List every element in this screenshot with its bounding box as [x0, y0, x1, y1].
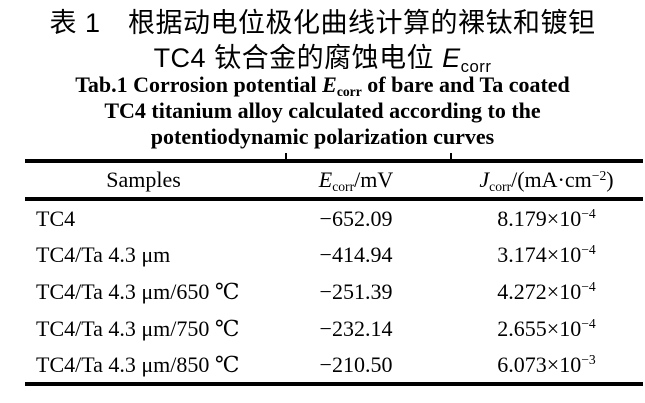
table-row: TC4/Ta 4.3 μm −414.94 3.174×10−4	[25, 236, 643, 273]
ecorr-variable-symbol: E	[322, 72, 337, 97]
jcorr-header-unit-close: )	[606, 167, 614, 192]
table-title-chinese: 表 1 根据动电位极化曲线计算的裸钛和镀钽 TC4 钛合金的腐蚀电位 Ecorr	[0, 6, 645, 76]
table-header-row: Samples Ecorr/mV Jcorr/(mA·cm−2)	[25, 161, 643, 199]
ecorr-header-subscript: corr	[332, 178, 355, 194]
corrosion-data-table: Samples Ecorr/mV Jcorr/(mA·cm−2) TC4 −65…	[25, 159, 643, 386]
ecorr-subscript: corr	[336, 83, 362, 99]
jcorr-value: 3.174×10−4	[450, 236, 643, 273]
ecorr-value: −251.39	[319, 278, 393, 304]
jcorr-value: 4.272×10−4	[450, 273, 643, 310]
column-boundary-tick	[450, 153, 452, 160]
ecorr-value: −652.09	[319, 205, 393, 231]
jcorr-header-symbol: J	[479, 167, 490, 192]
jcorr-mantissa: 8.179×10	[497, 205, 582, 231]
table-row: TC4/Ta 4.3 μm/650 ℃ −251.39 4.272×10−4	[25, 273, 643, 310]
jcorr-value: 2.655×10−4	[450, 310, 643, 347]
header-samples: Samples	[106, 167, 181, 192]
header-ecorr: Ecorr/mV	[262, 161, 450, 199]
jcorr-mantissa: 6.073×10	[497, 351, 582, 377]
sample-name: TC4/Ta 4.3 μm/850 ℃	[36, 351, 240, 377]
jcorr-exponent: −4	[581, 316, 596, 331]
table-title-chinese-line2: TC4 钛合金的腐蚀电位 Ecorr	[0, 41, 645, 76]
table-row: TC4/Ta 4.3 μm/750 ℃ −232.14 2.655×10−4	[25, 310, 643, 347]
table-title-chinese-line1: 表 1 根据动电位极化曲线计算的裸钛和镀钽	[49, 8, 596, 38]
ecorr-value: −210.50	[319, 351, 393, 377]
jcorr-header-exponent: −2	[591, 167, 607, 183]
jcorr-exponent: −3	[581, 352, 596, 367]
chinese-title-text: TC4 钛合金的腐蚀电位	[153, 43, 443, 73]
jcorr-exponent: −4	[581, 206, 596, 221]
jcorr-exponent: −4	[581, 242, 596, 257]
ecorr-variable-symbol: E	[442, 43, 461, 73]
jcorr-header-subscript: corr	[489, 178, 512, 194]
table-row: TC4/Ta 4.3 μm/850 ℃ −210.50 6.073×10−3	[25, 347, 643, 384]
jcorr-header-unit: /(mA·cm	[511, 167, 592, 192]
jcorr-mantissa: 2.655×10	[497, 315, 582, 341]
table-title-english-line3: potentiodynamic polarization curves	[150, 124, 495, 149]
sample-name: TC4/Ta 4.3 μm/650 ℃	[36, 278, 240, 304]
ecorr-subscript: corr	[460, 56, 492, 76]
table-title-english: Tab.1 Corrosion potential Ecorr of bare …	[0, 72, 645, 150]
ecorr-header-symbol: E	[318, 167, 333, 192]
jcorr-value: 8.179×10−4	[450, 199, 643, 236]
header-jcorr: Jcorr/(mA·cm−2)	[450, 161, 643, 199]
jcorr-exponent: −4	[581, 279, 596, 294]
ecorr-value: −414.94	[319, 241, 393, 267]
jcorr-value: 6.073×10−3	[450, 347, 643, 384]
sample-name: TC4/Ta 4.3 μm	[36, 241, 171, 267]
jcorr-mantissa: 4.272×10	[497, 278, 582, 304]
column-boundary-tick	[285, 153, 287, 160]
table-row: TC4 −652.09 8.179×10−4	[25, 199, 643, 236]
sample-name: TC4	[36, 205, 76, 231]
table-title-english-line1: Tab.1 Corrosion potential Ecorr of bare …	[0, 72, 645, 98]
table-title-english-line2: TC4 titanium alloy calculated according …	[104, 98, 541, 123]
ecorr-header-unit: /mV	[354, 167, 394, 192]
english-title-text-post: of bare and Ta coated	[361, 72, 570, 97]
jcorr-mantissa: 3.174×10	[497, 241, 582, 267]
ecorr-value: −232.14	[319, 315, 393, 341]
english-title-text-pre: Tab.1 Corrosion potential	[75, 72, 323, 97]
sample-name: TC4/Ta 4.3 μm/750 ℃	[36, 315, 240, 341]
